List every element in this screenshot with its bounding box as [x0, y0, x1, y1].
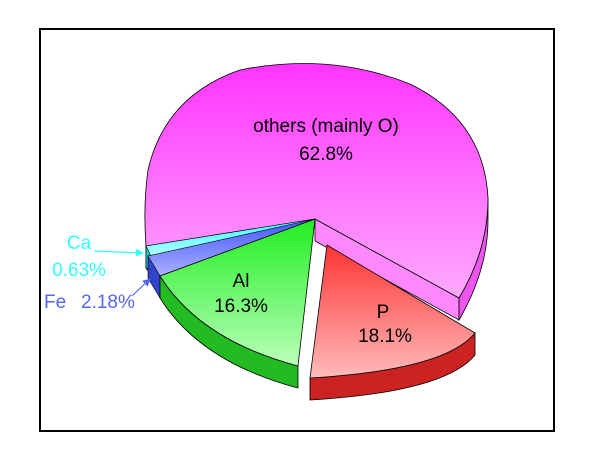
label-p-name: P [377, 302, 390, 323]
label-al-value: 16.3% [214, 296, 268, 317]
label-al: Al 16.3% [214, 271, 268, 317]
label-p: P 18.1% [358, 302, 412, 347]
leader-ca-arrow [93, 248, 144, 257]
label-fe-name: Fe [44, 292, 66, 313]
label-ca-value: 0.63% [52, 260, 106, 281]
label-others-name: others (mainly O) [253, 116, 399, 137]
label-ca: Ca 0.63% [52, 233, 144, 281]
label-others-value: 62.8% [299, 144, 353, 165]
leader-fe-arrow [131, 278, 151, 297]
label-fe-value: 2.18% [81, 292, 135, 313]
slice-al [159, 218, 316, 389]
label-al-name: Al [233, 271, 250, 292]
label-others: others (mainly O) 62.8% [253, 116, 399, 165]
slice-p [309, 244, 476, 401]
label-fe: Fe 2.18% [44, 278, 151, 313]
label-ca-name: Ca [67, 233, 92, 254]
label-p-value: 18.1% [358, 326, 412, 347]
